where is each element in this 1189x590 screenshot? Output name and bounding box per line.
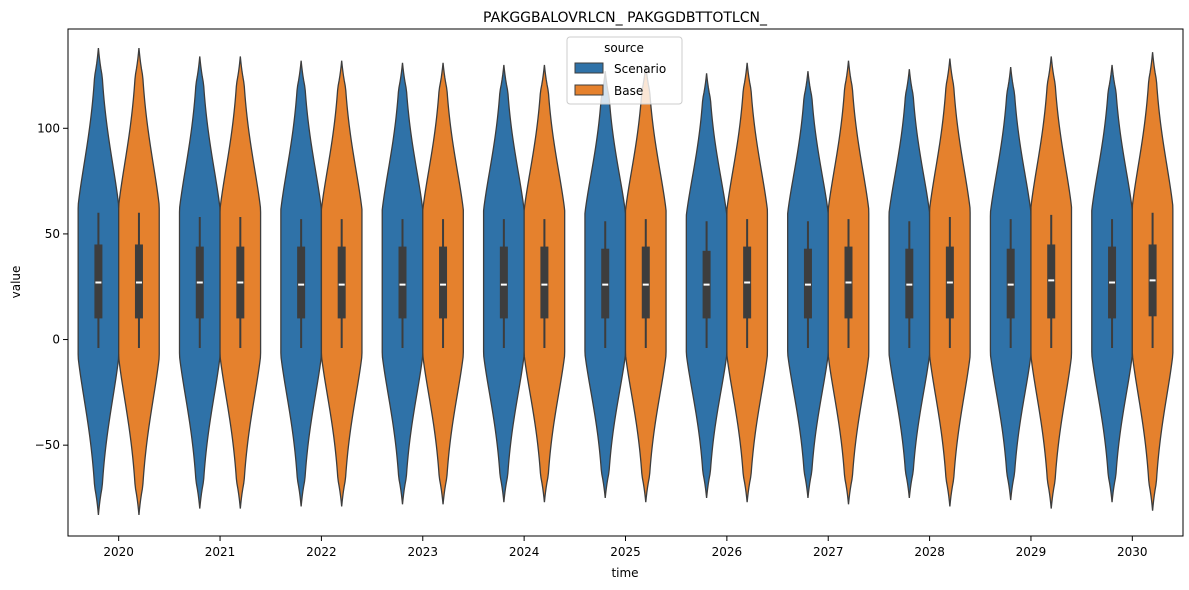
iqr-box-base-2029 <box>1047 244 1056 319</box>
iqr-box-scenario-2020 <box>94 244 103 319</box>
iqr-box-base-2020 <box>134 244 143 319</box>
x-tick-label: 2030 <box>1117 545 1148 559</box>
y-tick-label: 100 <box>37 121 60 135</box>
x-axis: 2020 2021 2022 2023 2024 2025 2026 2027 2028 2029… <box>103 536 1148 559</box>
y-axis-label: value <box>9 266 23 299</box>
iqr-box-scenario-2025 <box>601 248 610 319</box>
iqr-box-base-2022 <box>337 246 346 319</box>
x-tick-label: 2024 <box>509 545 540 559</box>
iqr-box-base-2023 <box>439 246 448 319</box>
x-tick-label: 2025 <box>610 545 641 559</box>
iqr-box-scenario-2024 <box>499 246 508 319</box>
x-tick-label: 2021 <box>205 545 236 559</box>
x-tick-label: 2020 <box>103 545 134 559</box>
iqr-box-scenario-2027 <box>803 248 812 319</box>
legend: source Scenario Base <box>566 36 683 105</box>
x-tick-label: 2027 <box>813 545 844 559</box>
x-tick-label: 2026 <box>712 545 743 559</box>
x-tick-label: 2022 <box>306 545 337 559</box>
y-tick-label: −50 <box>35 438 60 452</box>
legend-swatch-scenario <box>574 62 604 74</box>
iqr-box-scenario-2022 <box>297 246 306 319</box>
boxes-layer <box>94 212 1157 348</box>
legend-label-base: Base <box>614 84 643 98</box>
x-axis-label: time <box>611 566 638 580</box>
iqr-box-base-2024 <box>540 246 549 319</box>
iqr-box-scenario-2023 <box>398 246 407 319</box>
x-tick-label: 2028 <box>914 545 945 559</box>
iqr-box-base-2025 <box>641 246 650 319</box>
x-tick-label: 2023 <box>407 545 438 559</box>
x-tick-label: 2029 <box>1016 545 1047 559</box>
legend-label-scenario: Scenario <box>614 62 666 76</box>
legend-swatch-base <box>574 84 604 96</box>
chart-title: PAKGGBALOVRLCN_ PAKGGDBTTOTLCN_ <box>483 10 768 26</box>
y-tick-label: 0 <box>52 333 60 347</box>
iqr-box-scenario-2028 <box>905 248 914 319</box>
y-tick-label: 50 <box>45 227 60 241</box>
y-axis: −50 0 50 100 <box>35 121 68 452</box>
iqr-box-scenario-2029 <box>1006 248 1015 319</box>
legend-title: source <box>604 41 644 55</box>
